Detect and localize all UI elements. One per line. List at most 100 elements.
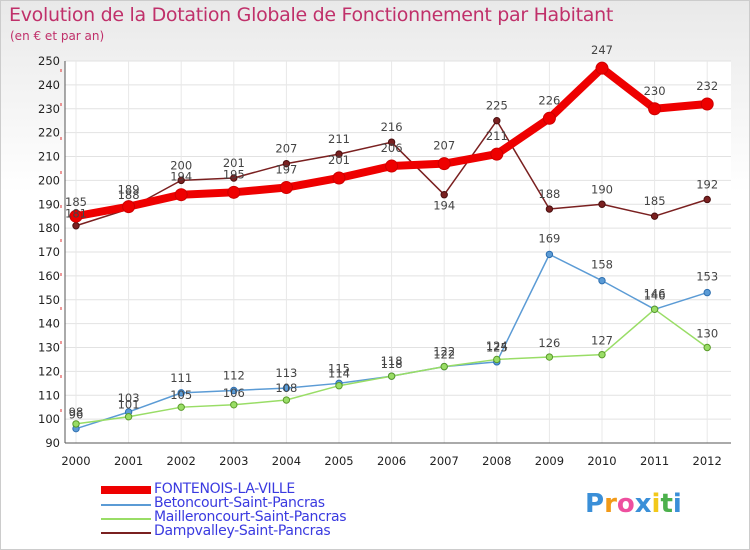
y-tick-label: 90 bbox=[45, 436, 60, 450]
x-tick-label: 2012 bbox=[693, 454, 722, 468]
data-point bbox=[230, 401, 238, 409]
x-tick-label: 2010 bbox=[587, 454, 616, 468]
data-point bbox=[598, 200, 606, 208]
x-tick-label: 2004 bbox=[272, 454, 301, 468]
data-point bbox=[387, 372, 396, 380]
data-label: 201 bbox=[328, 153, 350, 167]
data-label: 189 bbox=[118, 183, 140, 197]
logo-letter: P bbox=[585, 489, 605, 519]
y-tick-label: 130 bbox=[38, 341, 60, 355]
data-label: 194 bbox=[170, 170, 192, 184]
y-tick-label: 240 bbox=[38, 78, 60, 92]
data-label: 197 bbox=[275, 163, 297, 177]
x-tick-label: 2001 bbox=[114, 454, 143, 468]
data-label: 181 bbox=[65, 207, 87, 221]
data-point bbox=[595, 61, 609, 75]
data-point bbox=[493, 116, 501, 125]
data-label: 118 bbox=[381, 354, 403, 368]
logo-letter: o bbox=[616, 489, 635, 519]
data-point bbox=[598, 350, 606, 359]
data-label: 192 bbox=[696, 177, 718, 191]
data-label: 108 bbox=[275, 381, 297, 395]
y-tick-label: 250 bbox=[38, 54, 60, 68]
y-tick-label: 160 bbox=[38, 269, 60, 283]
y-tick-label: 170 bbox=[38, 245, 60, 259]
x-tick-label: 2007 bbox=[430, 454, 459, 468]
data-label: 169 bbox=[538, 231, 560, 245]
x-tick-label: 2003 bbox=[219, 454, 248, 468]
data-point bbox=[177, 403, 185, 411]
data-label: 103 bbox=[118, 391, 140, 405]
data-label: 112 bbox=[223, 368, 245, 382]
data-label: 194 bbox=[433, 199, 455, 213]
y-tick-label: 220 bbox=[38, 126, 60, 140]
data-point bbox=[385, 159, 399, 173]
data-label: 207 bbox=[275, 142, 297, 156]
x-tick-label: 2000 bbox=[61, 454, 90, 468]
y-tick-label: 110 bbox=[38, 388, 60, 402]
data-point bbox=[227, 185, 241, 199]
data-label: 105 bbox=[170, 388, 192, 402]
data-point bbox=[648, 102, 662, 116]
data-label: 211 bbox=[328, 132, 350, 146]
data-label: 185 bbox=[644, 194, 666, 208]
data-point bbox=[230, 386, 238, 395]
data-label: 111 bbox=[170, 371, 192, 385]
data-label: 190 bbox=[591, 182, 613, 196]
data-label: 124 bbox=[486, 339, 508, 353]
logo-letter: x bbox=[634, 489, 652, 519]
data-point bbox=[177, 389, 185, 397]
y-tick-label: 180 bbox=[38, 221, 60, 235]
y-tick-label: 150 bbox=[38, 293, 60, 307]
data-point bbox=[282, 384, 291, 392]
legend-swatch-dampvalley bbox=[101, 532, 151, 534]
logo-letter: t bbox=[660, 489, 673, 519]
data-point bbox=[703, 343, 711, 352]
data-point bbox=[490, 147, 504, 161]
data-label: 207 bbox=[433, 139, 455, 153]
data-point bbox=[440, 191, 448, 199]
data-point bbox=[69, 209, 83, 223]
data-label: 101 bbox=[118, 398, 140, 412]
data-label: 96 bbox=[69, 408, 84, 422]
y-tick-label: 120 bbox=[38, 364, 60, 378]
data-point bbox=[650, 212, 659, 220]
data-point bbox=[545, 250, 554, 259]
data-point bbox=[700, 97, 714, 111]
data-point bbox=[387, 138, 396, 146]
data-label: 130 bbox=[696, 327, 718, 341]
y-tick-label: 190 bbox=[38, 197, 60, 211]
data-point bbox=[542, 111, 556, 125]
data-label: 146 bbox=[644, 288, 666, 302]
proxiti-logo: Proxiti bbox=[585, 489, 682, 519]
logo-letter: i bbox=[651, 489, 661, 519]
data-label: 126 bbox=[538, 336, 560, 350]
data-label: 158 bbox=[591, 258, 613, 272]
data-point bbox=[440, 362, 448, 371]
x-tick-label: 2009 bbox=[535, 454, 564, 468]
data-label: 122 bbox=[433, 345, 455, 359]
data-label: 122 bbox=[433, 348, 455, 362]
legend-swatch-fontenois bbox=[101, 486, 151, 494]
data-point bbox=[177, 176, 185, 185]
legend-label-dampvalley: Dampvalley-Saint-Pancras bbox=[154, 523, 331, 539]
data-label: 226 bbox=[538, 93, 560, 107]
data-point bbox=[493, 355, 501, 364]
data-point bbox=[650, 305, 659, 313]
x-tick-label: 2002 bbox=[167, 454, 196, 468]
data-point bbox=[332, 171, 346, 185]
data-label: 247 bbox=[591, 43, 613, 57]
data-label: 188 bbox=[118, 188, 140, 202]
data-label: 98 bbox=[69, 405, 84, 419]
chart-subtitle: (en € et par an) bbox=[10, 29, 105, 43]
data-point bbox=[598, 276, 606, 285]
data-point bbox=[174, 188, 188, 202]
data-point bbox=[72, 222, 80, 230]
data-label: 125 bbox=[486, 340, 508, 354]
y-tick-label: 210 bbox=[38, 150, 60, 164]
legend-label-betoncourt: Betoncourt-Saint-Pancras bbox=[154, 495, 325, 511]
data-point bbox=[124, 413, 133, 421]
data-label: 106 bbox=[223, 386, 245, 400]
